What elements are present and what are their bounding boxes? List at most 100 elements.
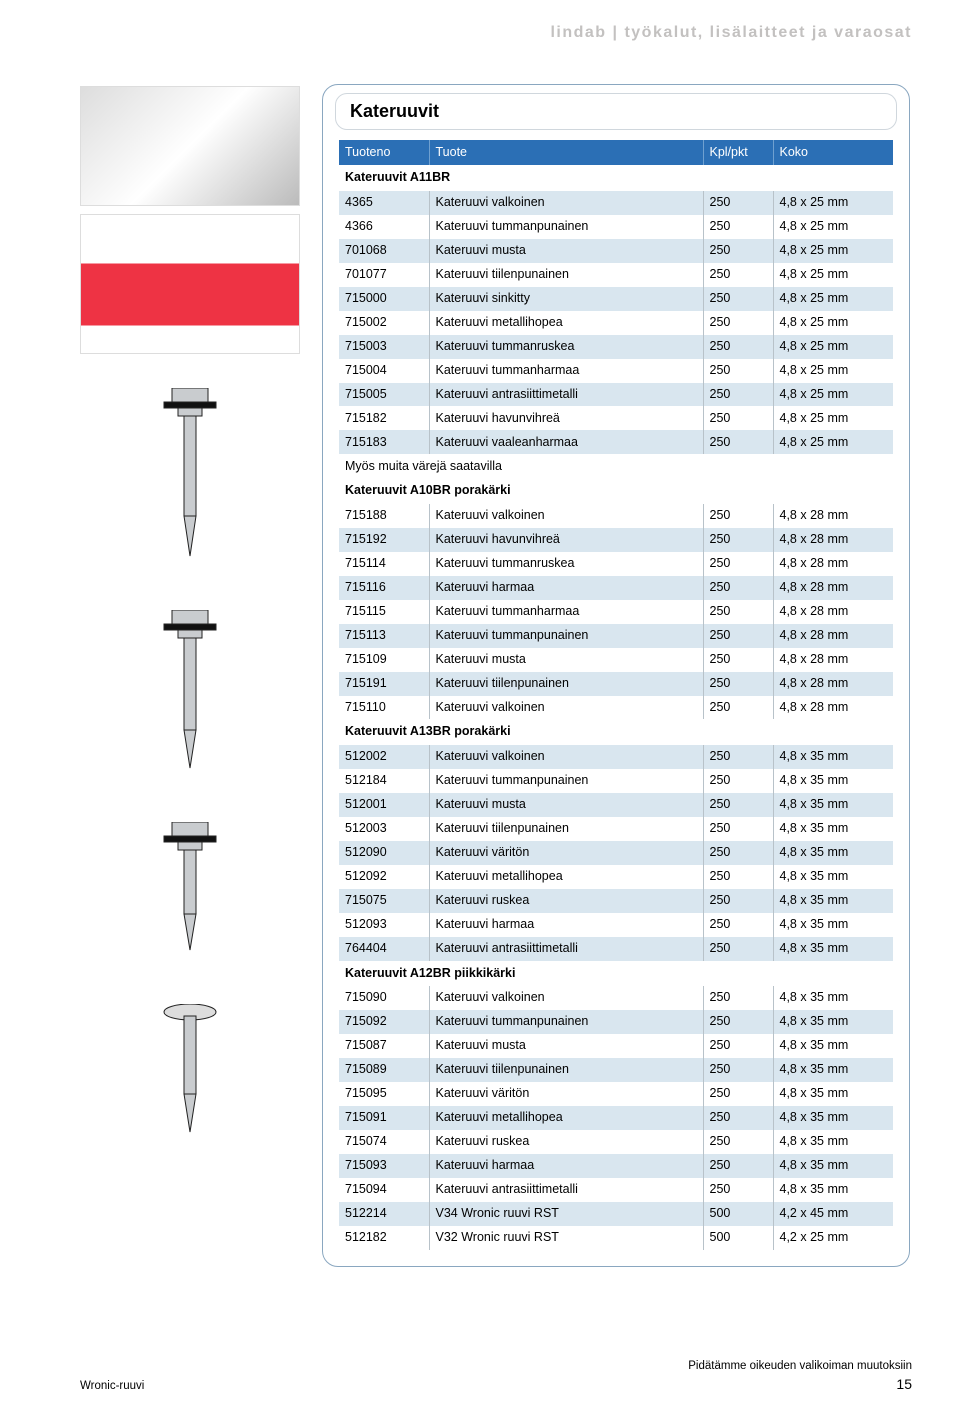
table-row: 512003Kateruuvi tiilenpunainen2504,8 x 3…	[339, 817, 893, 841]
cell-tuoteno: 512003	[339, 817, 429, 841]
cell-tuote: Kateruuvi metallihopea	[429, 311, 703, 335]
cell-koko: 4,8 x 25 mm	[773, 239, 893, 263]
cell-tuoteno: 715087	[339, 1034, 429, 1058]
table-row: 715087Kateruuvi musta2504,8 x 35 mm	[339, 1034, 893, 1058]
cell-koko: 4,8 x 25 mm	[773, 383, 893, 407]
table-body: Kateruuvit A11BR4365Kateruuvi valkoinen2…	[339, 165, 893, 1249]
cell-koko: 4,8 x 35 mm	[773, 889, 893, 913]
table-row: 512092Kateruuvi metallihopea2504,8 x 35 …	[339, 865, 893, 889]
cell-tuoteno: 512093	[339, 913, 429, 937]
cell-tuoteno: 715183	[339, 430, 429, 454]
cell-koko: 4,8 x 25 mm	[773, 287, 893, 311]
cell-koko: 4,8 x 35 mm	[773, 769, 893, 793]
cell-kpl: 250	[703, 769, 773, 793]
table-row: 701068Kateruuvi musta2504,8 x 25 mm	[339, 239, 893, 263]
screw-drawing-icon	[162, 388, 218, 558]
cell-tuoteno: 715113	[339, 624, 429, 648]
table-row: 715182Kateruuvi havunvihreä2504,8 x 25 m…	[339, 406, 893, 430]
page-number: 15	[896, 1376, 912, 1392]
section-heading: Kateruuvit A13BR porakärki	[339, 719, 893, 744]
col-header-kplpkt: Kpl/pkt	[703, 140, 773, 165]
col-header-tuoteno: Tuoteno	[339, 140, 429, 165]
cell-kpl: 250	[703, 793, 773, 817]
panel-title-box: Kateruuvit	[335, 93, 897, 130]
cell-koko: 4,8 x 35 mm	[773, 793, 893, 817]
col-header-koko: Koko	[773, 140, 893, 165]
cell-tuoteno: 715089	[339, 1058, 429, 1082]
cell-kpl: 250	[703, 1034, 773, 1058]
cell-kpl: 250	[703, 817, 773, 841]
cell-tuote: Kateruuvi tummanruskea	[429, 552, 703, 576]
cell-koko: 4,8 x 35 mm	[773, 1034, 893, 1058]
cell-tuote: Kateruuvi tiilenpunainen	[429, 263, 703, 287]
image-column	[80, 86, 300, 1160]
cell-kpl: 250	[703, 528, 773, 552]
section-note: Myös muita värejä saatavilla	[339, 454, 893, 478]
cell-tuoteno: 715002	[339, 311, 429, 335]
table-row: 512184Kateruuvi tummanpunainen2504,8 x 3…	[339, 769, 893, 793]
cell-tuote: Kateruuvi antrasiittimetalli	[429, 1178, 703, 1202]
cell-tuote: Kateruuvi valkoinen	[429, 191, 703, 215]
cell-koko: 4,8 x 35 mm	[773, 1106, 893, 1130]
cell-tuoteno: 715074	[339, 1130, 429, 1154]
cell-kpl: 250	[703, 552, 773, 576]
table-row: 715114Kateruuvi tummanruskea2504,8 x 28 …	[339, 552, 893, 576]
cell-kpl: 250	[703, 239, 773, 263]
cell-tuoteno: 715182	[339, 406, 429, 430]
table-row: 715095Kateruuvi väritön2504,8 x 35 mm	[339, 1082, 893, 1106]
section-heading: Kateruuvit A12BR piikkikärki	[339, 961, 893, 986]
cell-tuoteno: 4366	[339, 215, 429, 239]
cell-tuoteno: 715005	[339, 383, 429, 407]
cell-tuoteno: 715094	[339, 1178, 429, 1202]
cell-tuote: V34 Wronic ruuvi RST	[429, 1202, 703, 1226]
cell-kpl: 250	[703, 913, 773, 937]
cell-koko: 4,8 x 28 mm	[773, 552, 893, 576]
cell-koko: 4,8 x 35 mm	[773, 1154, 893, 1178]
table-row: 715094Kateruuvi antrasiittimetalli2504,8…	[339, 1178, 893, 1202]
cell-tuote: Kateruuvi ruskea	[429, 889, 703, 913]
cell-tuoteno: 715093	[339, 1154, 429, 1178]
cell-kpl: 250	[703, 648, 773, 672]
cell-tuoteno: 701068	[339, 239, 429, 263]
cell-kpl: 250	[703, 215, 773, 239]
cell-tuote: Kateruuvi tummanharmaa	[429, 359, 703, 383]
cell-kpl: 250	[703, 600, 773, 624]
table-row: 764404Kateruuvi antrasiittimetalli2504,8…	[339, 937, 893, 961]
cell-tuote: Kateruuvi tummanharmaa	[429, 600, 703, 624]
section-heading-row: Kateruuvit A12BR piikkikärki	[339, 961, 893, 986]
page-header: lindab | työkalut, lisälaitteet ja varao…	[550, 24, 912, 42]
cell-tuoteno: 715115	[339, 600, 429, 624]
cell-koko: 4,8 x 35 mm	[773, 937, 893, 961]
section-heading: Kateruuvit A10BR porakärki	[339, 478, 893, 503]
cell-tuote: Kateruuvi vaaleanharmaa	[429, 430, 703, 454]
cell-tuote: Kateruuvi musta	[429, 1034, 703, 1058]
cell-koko: 4,8 x 25 mm	[773, 335, 893, 359]
cell-tuoteno: 715114	[339, 552, 429, 576]
table-row: 715089Kateruuvi tiilenpunainen2504,8 x 3…	[339, 1058, 893, 1082]
cell-tuoteno: 764404	[339, 937, 429, 961]
cell-kpl: 250	[703, 383, 773, 407]
cell-koko: 4,8 x 35 mm	[773, 1010, 893, 1034]
cell-tuoteno: 715003	[339, 335, 429, 359]
cell-koko: 4,2 x 45 mm	[773, 1202, 893, 1226]
product-table-panel: Kateruuvit Tuoteno Tuote Kpl/pkt Koko Ka…	[322, 84, 910, 1267]
table-header-row: Tuoteno Tuote Kpl/pkt Koko	[339, 140, 893, 165]
table-row: 715090Kateruuvi valkoinen2504,8 x 35 mm	[339, 986, 893, 1010]
cell-tuoteno: 715075	[339, 889, 429, 913]
cell-kpl: 250	[703, 359, 773, 383]
table-row: 715075Kateruuvi ruskea2504,8 x 35 mm	[339, 889, 893, 913]
cell-tuote: Kateruuvi musta	[429, 239, 703, 263]
cell-tuoteno: 512214	[339, 1202, 429, 1226]
cell-tuoteno: 701077	[339, 263, 429, 287]
cell-tuoteno: 715090	[339, 986, 429, 1010]
col-header-tuote: Tuote	[429, 140, 703, 165]
cell-tuoteno: 715116	[339, 576, 429, 600]
cell-koko: 4,8 x 28 mm	[773, 696, 893, 720]
cell-tuote: Kateruuvi tiilenpunainen	[429, 817, 703, 841]
table-row: 512002Kateruuvi valkoinen2504,8 x 35 mm	[339, 745, 893, 769]
cell-koko: 4,8 x 35 mm	[773, 745, 893, 769]
cell-tuote: Kateruuvi antrasiittimetalli	[429, 937, 703, 961]
cell-kpl: 250	[703, 406, 773, 430]
screw-drawing-icon	[162, 822, 218, 952]
cell-tuoteno: 715109	[339, 648, 429, 672]
